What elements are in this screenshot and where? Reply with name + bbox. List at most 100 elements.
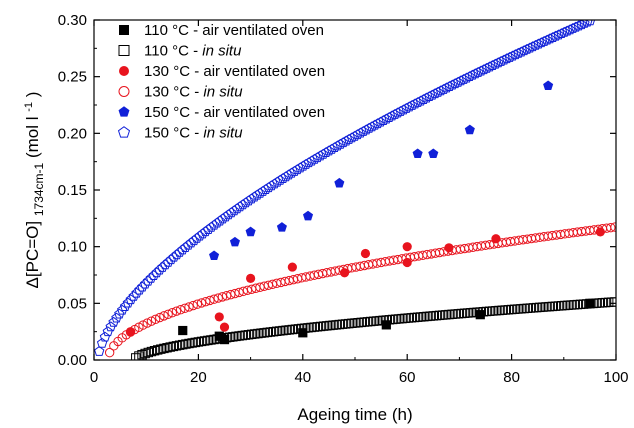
data-point — [559, 26, 570, 37]
y-tick-label: 0.25 — [58, 69, 87, 86]
data-point — [339, 268, 350, 278]
data-point — [208, 219, 220, 230]
data-point — [595, 227, 605, 237]
legend-item: 150 °C - air ventilated oven — [118, 104, 325, 121]
data-point — [287, 262, 297, 272]
data-point — [412, 312, 423, 322]
data-point — [302, 210, 314, 221]
data-point — [513, 304, 523, 314]
legend-item: 130 °C - in situ — [118, 84, 243, 101]
y-axis-title-unit: (mol l — [23, 116, 42, 158]
data-point — [447, 309, 457, 319]
y-tick-label: 0.00 — [58, 352, 87, 369]
data-point — [326, 143, 337, 154]
data-point — [366, 121, 378, 132]
data-point — [188, 235, 200, 246]
svg-text:Δ[PC=O] 1734cm-1: Δ[PC=O] 1734cm-1 (mol l -1 ) — [17, 92, 47, 289]
data-point — [143, 347, 153, 358]
data-point — [332, 140, 343, 151]
data-point — [419, 311, 429, 322]
legend-label-tail: in situ — [202, 43, 242, 60]
data-point — [246, 273, 256, 283]
data-point — [391, 314, 401, 324]
data-point — [209, 294, 219, 304]
data-point — [547, 301, 558, 312]
data-point — [438, 83, 449, 94]
data-point — [516, 46, 527, 57]
legend-label-main: 130 °C - — [144, 63, 203, 80]
data-point — [306, 322, 316, 333]
data-point — [409, 312, 420, 323]
legend-label-tail: in situ — [203, 84, 243, 101]
data-point — [180, 303, 190, 313]
data-point — [585, 20, 596, 26]
data-point — [544, 301, 554, 312]
data-point — [102, 326, 114, 337]
data-point — [174, 246, 185, 257]
data-point — [338, 137, 349, 148]
data-point — [360, 248, 371, 259]
data-point — [389, 109, 401, 119]
data-point — [219, 335, 230, 345]
data-point — [566, 300, 576, 310]
data-point — [177, 244, 188, 255]
series-3 — [104, 222, 616, 358]
data-point — [356, 317, 366, 328]
data-point — [163, 309, 173, 319]
data-point — [567, 23, 579, 33]
data-point — [365, 316, 376, 327]
data-point — [320, 147, 332, 158]
data-point — [403, 313, 413, 323]
data-point — [450, 309, 460, 319]
legend-item: 130 °C - air ventilated oven — [119, 63, 325, 80]
data-point — [160, 259, 171, 270]
legend-label-tail: in situ — [203, 125, 243, 142]
data-point — [167, 308, 178, 318]
data-point — [278, 325, 288, 336]
data-point — [303, 157, 314, 168]
data-point — [467, 69, 478, 80]
x-tick-label: 100 — [603, 369, 628, 386]
data-point — [165, 254, 177, 265]
data-point — [211, 217, 223, 228]
data-point — [585, 298, 595, 308]
legend-item: 110 °C - air ventilated oven — [119, 22, 324, 39]
data-point — [575, 299, 586, 310]
data-point — [475, 310, 485, 320]
data-point — [260, 184, 271, 194]
legend-label-tail: air ventilated oven — [203, 104, 325, 121]
legend-label: 150 °C - air ventilated oven — [144, 104, 325, 121]
data-point — [513, 47, 524, 58]
data-point — [510, 49, 521, 60]
data-point — [494, 305, 504, 316]
legend-marker — [118, 86, 130, 97]
data-point — [501, 53, 513, 64]
data-point — [384, 112, 395, 122]
data-point — [159, 311, 169, 321]
data-point — [464, 71, 475, 82]
data-point — [429, 88, 441, 99]
data-point — [386, 110, 398, 121]
data-point — [234, 201, 246, 212]
data-point — [340, 319, 351, 329]
data-point — [171, 306, 182, 316]
data-point — [579, 20, 590, 28]
data-point — [226, 207, 237, 218]
data-point — [441, 310, 451, 320]
data-point — [257, 185, 269, 196]
x-axis-title: Ageing time (h) — [297, 405, 412, 424]
data-point — [111, 312, 122, 323]
data-point — [484, 61, 495, 72]
data-point — [361, 124, 372, 135]
data-point — [570, 21, 581, 32]
data-point — [347, 318, 357, 329]
series-4 — [209, 80, 554, 261]
data-point — [424, 91, 435, 102]
data-point — [146, 316, 157, 326]
data-point — [334, 177, 345, 188]
data-point — [134, 351, 144, 360]
data-point — [535, 302, 545, 313]
data-point — [432, 86, 444, 97]
data-point — [168, 251, 180, 262]
data-point — [352, 129, 363, 140]
